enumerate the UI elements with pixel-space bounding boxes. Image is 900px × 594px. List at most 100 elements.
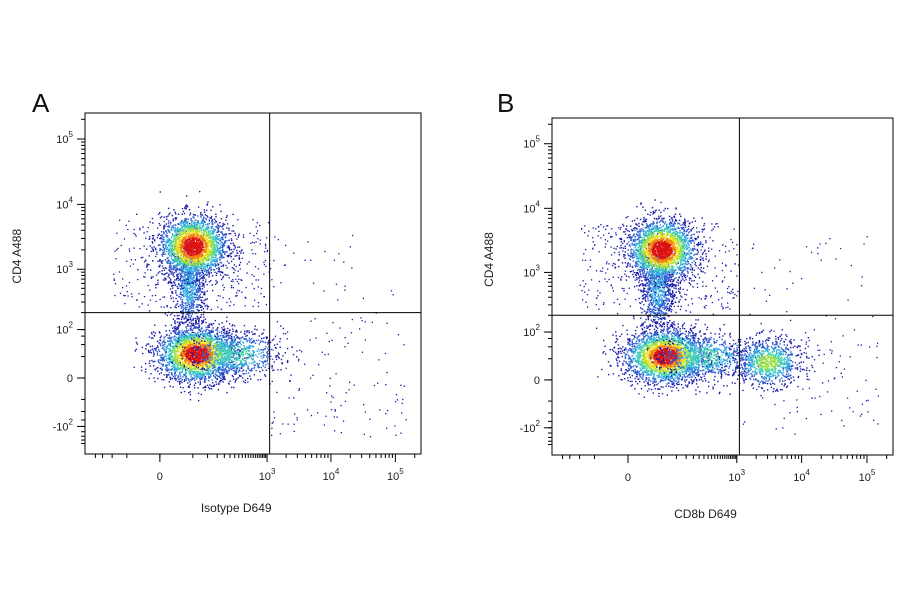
- event-dot: [170, 358, 172, 360]
- event-dot: [215, 338, 217, 340]
- event-dot: [174, 328, 176, 330]
- event-dot: [238, 246, 241, 248]
- event-dot: [185, 292, 187, 294]
- event-dot: [211, 220, 214, 223]
- event-dot: [214, 240, 216, 242]
- event-dot: [133, 228, 135, 231]
- event-dot: [232, 376, 234, 378]
- event-dot: [160, 261, 162, 263]
- event-dot: [239, 261, 242, 264]
- event-dot: [190, 229, 192, 231]
- event-dot: [183, 247, 185, 249]
- event-dot: [192, 213, 195, 216]
- event-dot: [146, 266, 148, 268]
- event-dot: [196, 253, 199, 255]
- event-dot: [162, 344, 164, 346]
- event-dot: [189, 212, 192, 214]
- event-dot: [174, 227, 176, 229]
- event-dot: [207, 226, 209, 229]
- event-dot: [177, 251, 179, 253]
- event-dot: [156, 340, 159, 342]
- event-dot: [190, 256, 192, 258]
- event-dot: [210, 385, 213, 387]
- event-dot: [231, 230, 233, 232]
- event-dot: [179, 252, 181, 254]
- event-dot: [185, 246, 187, 248]
- event-dot: [190, 230, 192, 232]
- event-dot: [172, 274, 174, 276]
- event-dot: [195, 258, 197, 260]
- event-dot: [205, 246, 207, 248]
- event-dot: [144, 272, 146, 274]
- event-dot: [172, 342, 174, 344]
- event-dot: [191, 251, 193, 253]
- event-dot: [205, 217, 207, 220]
- event-dot: [363, 433, 365, 435]
- event-dot: [285, 367, 287, 369]
- event-dot: [193, 310, 195, 312]
- event-dot: [170, 354, 173, 357]
- event-dot: [178, 257, 180, 260]
- event-dot: [230, 335, 233, 338]
- event-dot: [183, 292, 185, 294]
- event-dot: [195, 253, 197, 255]
- event-dot: [187, 268, 189, 271]
- event-dot: [179, 368, 182, 370]
- event-dot: [196, 304, 198, 306]
- event-dot: [289, 380, 291, 382]
- event-dot: [220, 332, 223, 335]
- event-dot: [234, 247, 236, 249]
- event-dot: [187, 264, 189, 266]
- event-dot: [187, 250, 190, 253]
- event-dot: [173, 342, 175, 344]
- event-dot: [185, 334, 188, 337]
- event-dot: [177, 238, 179, 240]
- event-dot: [172, 336, 174, 338]
- event-dot: [176, 328, 178, 330]
- event-dot: [185, 342, 187, 345]
- event-dot: [227, 247, 230, 249]
- event-dot: [220, 377, 222, 380]
- event-dot: [185, 315, 187, 317]
- event-dot: [201, 242, 204, 244]
- event-dot: [174, 237, 177, 240]
- event-dot: [203, 380, 206, 382]
- event-dot: [265, 304, 268, 306]
- event-dot: [139, 248, 141, 250]
- event-dot: [201, 241, 203, 243]
- event-dot: [163, 306, 165, 308]
- event-dot: [192, 289, 194, 292]
- event-dot: [134, 233, 136, 236]
- event-dot: [182, 276, 185, 279]
- event-dot: [184, 238, 186, 241]
- event-dot: [227, 364, 230, 366]
- event-dot: [197, 229, 199, 231]
- event-dot: [225, 274, 228, 276]
- event-dot: [163, 240, 165, 243]
- event-dot: [194, 344, 197, 347]
- event-dot: [180, 293, 182, 295]
- event-dot: [184, 227, 186, 229]
- event-dot: [175, 245, 177, 247]
- event-dot: [181, 300, 184, 302]
- event-dot: [212, 263, 214, 266]
- event-dot: [216, 246, 218, 248]
- event-dot: [169, 263, 172, 265]
- event-dot: [216, 299, 218, 302]
- event-dot: [193, 240, 195, 242]
- event-dot: [187, 290, 190, 292]
- event-dot: [184, 282, 186, 284]
- event-dot: [190, 261, 193, 263]
- event-dot: [165, 267, 167, 270]
- event-dot: [189, 288, 191, 290]
- event-dot: [205, 326, 207, 329]
- event-dot: [210, 260, 212, 263]
- event-dot: [203, 220, 205, 222]
- event-dot: [198, 228, 200, 231]
- event-dot: [194, 227, 197, 229]
- event-dot: [260, 293, 262, 295]
- event-dot: [167, 257, 169, 259]
- event-dot: [175, 261, 177, 263]
- event-dot: [145, 248, 148, 250]
- event-dot: [191, 334, 193, 336]
